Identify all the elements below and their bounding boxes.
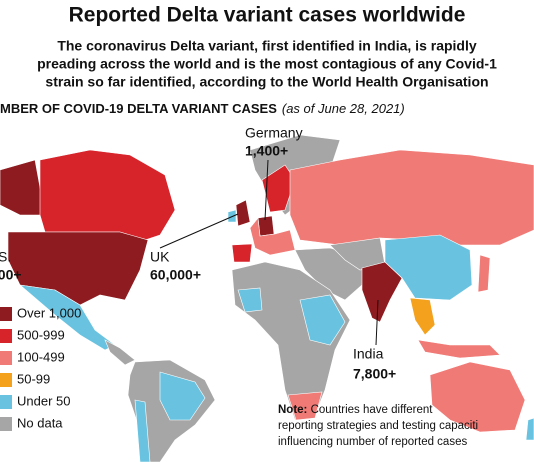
subtitle: strain so far identified, according to t… [45, 74, 488, 90]
southeast-asia [409, 297, 436, 336]
indonesia [417, 339, 501, 359]
callout-cases: 60,000+ [150, 267, 201, 283]
callout-country: UK [150, 249, 170, 265]
leader-line [375, 299, 379, 346]
subtitle: The coronavirus Delta variant, first ide… [57, 38, 477, 54]
note-bold: Note: [278, 404, 307, 416]
note-text: reporting strategies and testing capacit… [278, 420, 478, 432]
callout-country: India [353, 346, 384, 362]
brazil-region [159, 371, 206, 421]
leader-line [159, 213, 239, 249]
legend-label: 50-99 [17, 371, 50, 386]
legend-swatch [0, 417, 12, 431]
map-heading: MBER OF COVID-19 DELTA VARIANT CASES (as … [0, 101, 405, 116]
legend-swatch [0, 329, 12, 343]
africa-west [237, 287, 263, 313]
legend-label: Over 1,000 [17, 305, 81, 320]
note: Note: Countries have different [278, 404, 433, 416]
callout-cases: 600+ [0, 267, 22, 283]
ireland [227, 209, 237, 223]
callout-cases: 7,800+ [353, 366, 396, 382]
leader-line [264, 159, 269, 221]
germany [257, 215, 275, 237]
callouts: Germany 1,400+ UK 60,000+ India 7,800+ S… [0, 125, 396, 382]
legend-swatch [0, 307, 12, 321]
subtitle: preading across the world and is the mos… [37, 56, 497, 72]
title: Reported Delta variant cases worldwide [69, 4, 466, 27]
alaska [0, 159, 46, 216]
china [384, 234, 473, 301]
new-zealand [525, 417, 534, 441]
legend-swatch [0, 395, 12, 409]
legend-swatch [0, 351, 12, 365]
note-text: influencing number of reported cases [278, 436, 467, 448]
date-note: (as of June 28, 2021) [282, 101, 405, 116]
russia [289, 149, 534, 246]
legend-label: 100-499 [17, 349, 65, 364]
world-map [0, 134, 534, 462]
legend-swatch [0, 373, 12, 387]
canada [39, 149, 176, 241]
europe [249, 217, 296, 256]
japan [477, 254, 491, 293]
australia [429, 361, 526, 433]
callout-country: S. [0, 249, 11, 265]
chile [134, 399, 151, 462]
central-america [104, 339, 136, 366]
spain-portugal [231, 243, 253, 263]
legend: Over 1,000 500-999 100-499 50-99 Under 50 No … [0, 305, 81, 431]
legend-label: No data [17, 415, 63, 430]
legend-label: Under 50 [17, 393, 70, 408]
callout-country: Germany [245, 125, 303, 141]
callout-cases: 1,400+ [245, 143, 288, 159]
africa-east [299, 294, 346, 346]
uk [235, 199, 251, 227]
legend-label: 500-999 [17, 327, 65, 342]
south-africa [287, 391, 323, 421]
note-text: Countries have different [307, 404, 433, 416]
heading: MBER OF COVID-19 DELTA VARIANT CASES [0, 101, 277, 116]
usa [7, 231, 149, 306]
